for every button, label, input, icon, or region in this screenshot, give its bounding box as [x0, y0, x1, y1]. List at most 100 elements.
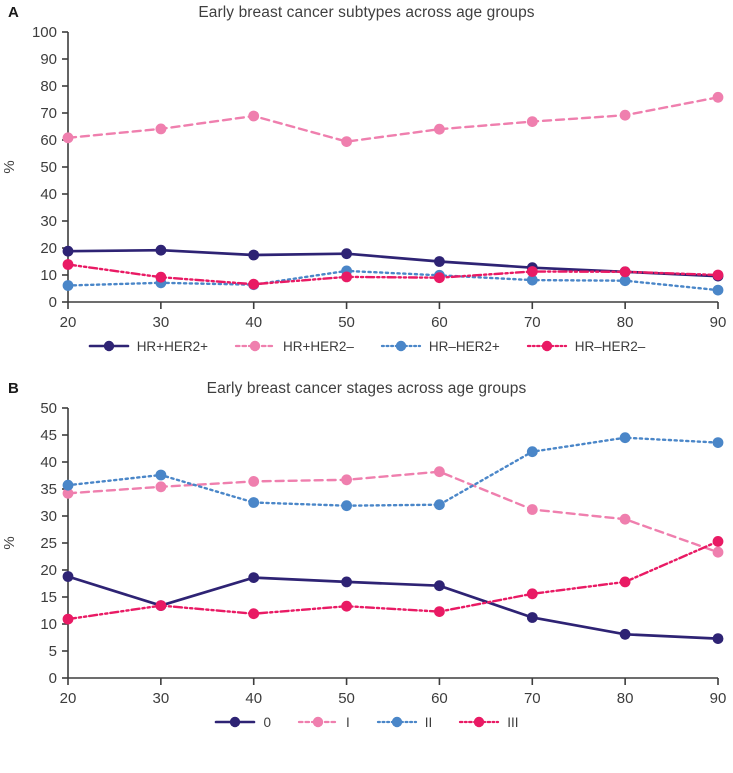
- data-point-III: [619, 576, 631, 588]
- x-tick-label: 30: [153, 690, 170, 707]
- panel-b: B Early breast cancer stages across age …: [0, 376, 733, 736]
- data-point-HR+HER2+: [155, 244, 167, 256]
- x-tick-label: 70: [524, 314, 541, 331]
- series-line-HR–HER2–: [66, 263, 720, 286]
- data-point-0: [434, 580, 445, 592]
- legend-dot: [474, 716, 485, 728]
- data-point-II: [62, 479, 74, 491]
- data-point-HR+HER2–: [526, 116, 538, 127]
- data-point-HR+HER2+: [434, 256, 445, 267]
- data-point-0: [341, 576, 352, 588]
- data-point-III: [526, 588, 538, 600]
- legend-label: I: [345, 714, 350, 730]
- y-tick-label: 5: [49, 643, 57, 660]
- panel-b-title: Early breast cancer stages across age gr…: [206, 380, 527, 397]
- legend-dot: [103, 340, 114, 352]
- y-tick-label: 10: [40, 267, 57, 284]
- data-point-I: [619, 513, 631, 525]
- x-tick-label: 30: [153, 314, 170, 331]
- legend-label: HR+HER2–: [282, 338, 354, 354]
- legend-dot: [541, 340, 552, 352]
- data-point-0: [62, 571, 74, 582]
- y-tick-label: 50: [40, 400, 57, 417]
- data-point-I: [62, 487, 74, 499]
- legend-item-0: 0: [214, 715, 271, 730]
- panel-a: A Early breast cancer subtypes across ag…: [0, 0, 733, 360]
- x-tick-label: 20: [60, 314, 77, 331]
- data-point-I: [712, 546, 724, 558]
- series-line-0: [66, 575, 720, 640]
- legend-marker-icon: [380, 340, 422, 352]
- panel-a-legend: HR+HER2+ HR+HER2– HR–HER2+ HR–HER2–: [0, 332, 733, 360]
- data-point-HR–HER2–: [619, 266, 631, 278]
- panel-b-letter: B: [8, 380, 19, 397]
- legend-item-HR–HER2–: HR–HER2–: [526, 339, 645, 354]
- y-tick-label: 90: [40, 51, 57, 68]
- legend-item-HR+HER2–: HR+HER2–: [234, 339, 354, 354]
- data-point-HR+HER2–: [155, 123, 167, 135]
- y-tick-label: 45: [40, 427, 57, 444]
- data-point-0: [526, 612, 538, 623]
- data-point-II: [248, 497, 260, 508]
- legend-marker-icon: [376, 716, 417, 728]
- y-tick-label: 20: [40, 240, 57, 257]
- panel-b-legend: 0 I II III: [0, 708, 733, 736]
- data-point-HR+HER2+: [248, 249, 260, 261]
- legend-label: HR–HER2+: [428, 338, 500, 354]
- legend-marker-icon: [88, 340, 129, 352]
- data-point-I: [248, 476, 260, 487]
- y-tick-label: 0: [49, 294, 57, 311]
- data-point-HR–HER2–: [526, 266, 538, 277]
- data-point-III: [712, 536, 724, 547]
- legend-label: 0: [263, 714, 271, 730]
- legend-dot: [391, 716, 402, 728]
- panel-a-letter: A: [8, 4, 19, 21]
- legend-label: II: [424, 714, 433, 730]
- data-point-HR–HER2+: [619, 275, 631, 287]
- x-tick-label: 80: [617, 314, 634, 331]
- y-tick-label: 35: [40, 481, 57, 498]
- legend-dot: [395, 340, 407, 352]
- y-tick-label: 50: [40, 159, 57, 176]
- y-tick-label: 30: [40, 213, 57, 230]
- data-point-HR–HER2–: [434, 272, 445, 284]
- legend-marker-icon: [234, 340, 276, 352]
- panel-b-header: B Early breast cancer stages across age …: [0, 376, 733, 398]
- data-point-I: [155, 481, 167, 493]
- data-point-HR+HER2–: [434, 123, 445, 135]
- data-point-II: [526, 446, 538, 458]
- data-point-HR+HER2–: [619, 109, 631, 121]
- series-line-III: [66, 540, 720, 621]
- series-line-II: [66, 436, 720, 507]
- y-tick-label: 100: [32, 24, 57, 41]
- y-tick-label: 10: [40, 616, 57, 633]
- data-point-HR+HER2+: [62, 245, 74, 257]
- data-point-HR–HER2+: [62, 280, 74, 291]
- legend-dot: [312, 716, 324, 728]
- x-tick-label: 70: [524, 690, 541, 707]
- legend-item-HR+HER2+: HR+HER2+: [88, 339, 208, 354]
- y-axis-label: %: [1, 536, 18, 549]
- legend-item-HR–HER2+: HR–HER2+: [380, 339, 500, 354]
- panel-a-header: A Early breast cancer subtypes across ag…: [0, 0, 733, 22]
- data-point-II: [619, 432, 631, 444]
- y-tick-label: 40: [40, 186, 57, 203]
- legend-label: HR+HER2+: [136, 338, 208, 354]
- data-point-HR+HER2–: [712, 91, 724, 103]
- data-point-HR–HER2–: [155, 271, 167, 283]
- legend-marker-icon: [297, 716, 339, 728]
- data-point-HR–HER2–: [712, 269, 724, 281]
- data-point-II: [712, 437, 724, 448]
- x-tick-label: 40: [245, 690, 262, 707]
- y-tick-label: 20: [40, 562, 57, 579]
- legend-item-I: I: [297, 715, 350, 730]
- legend-marker-icon: [215, 716, 256, 728]
- legend-item-III: III: [458, 715, 519, 730]
- x-tick-label: 90: [710, 314, 727, 331]
- y-tick-label: 15: [40, 589, 57, 606]
- x-tick-label: 50: [338, 314, 355, 331]
- y-tick-label: 80: [40, 78, 57, 95]
- x-tick-label: 40: [245, 314, 262, 331]
- x-tick-label: 20: [60, 690, 77, 707]
